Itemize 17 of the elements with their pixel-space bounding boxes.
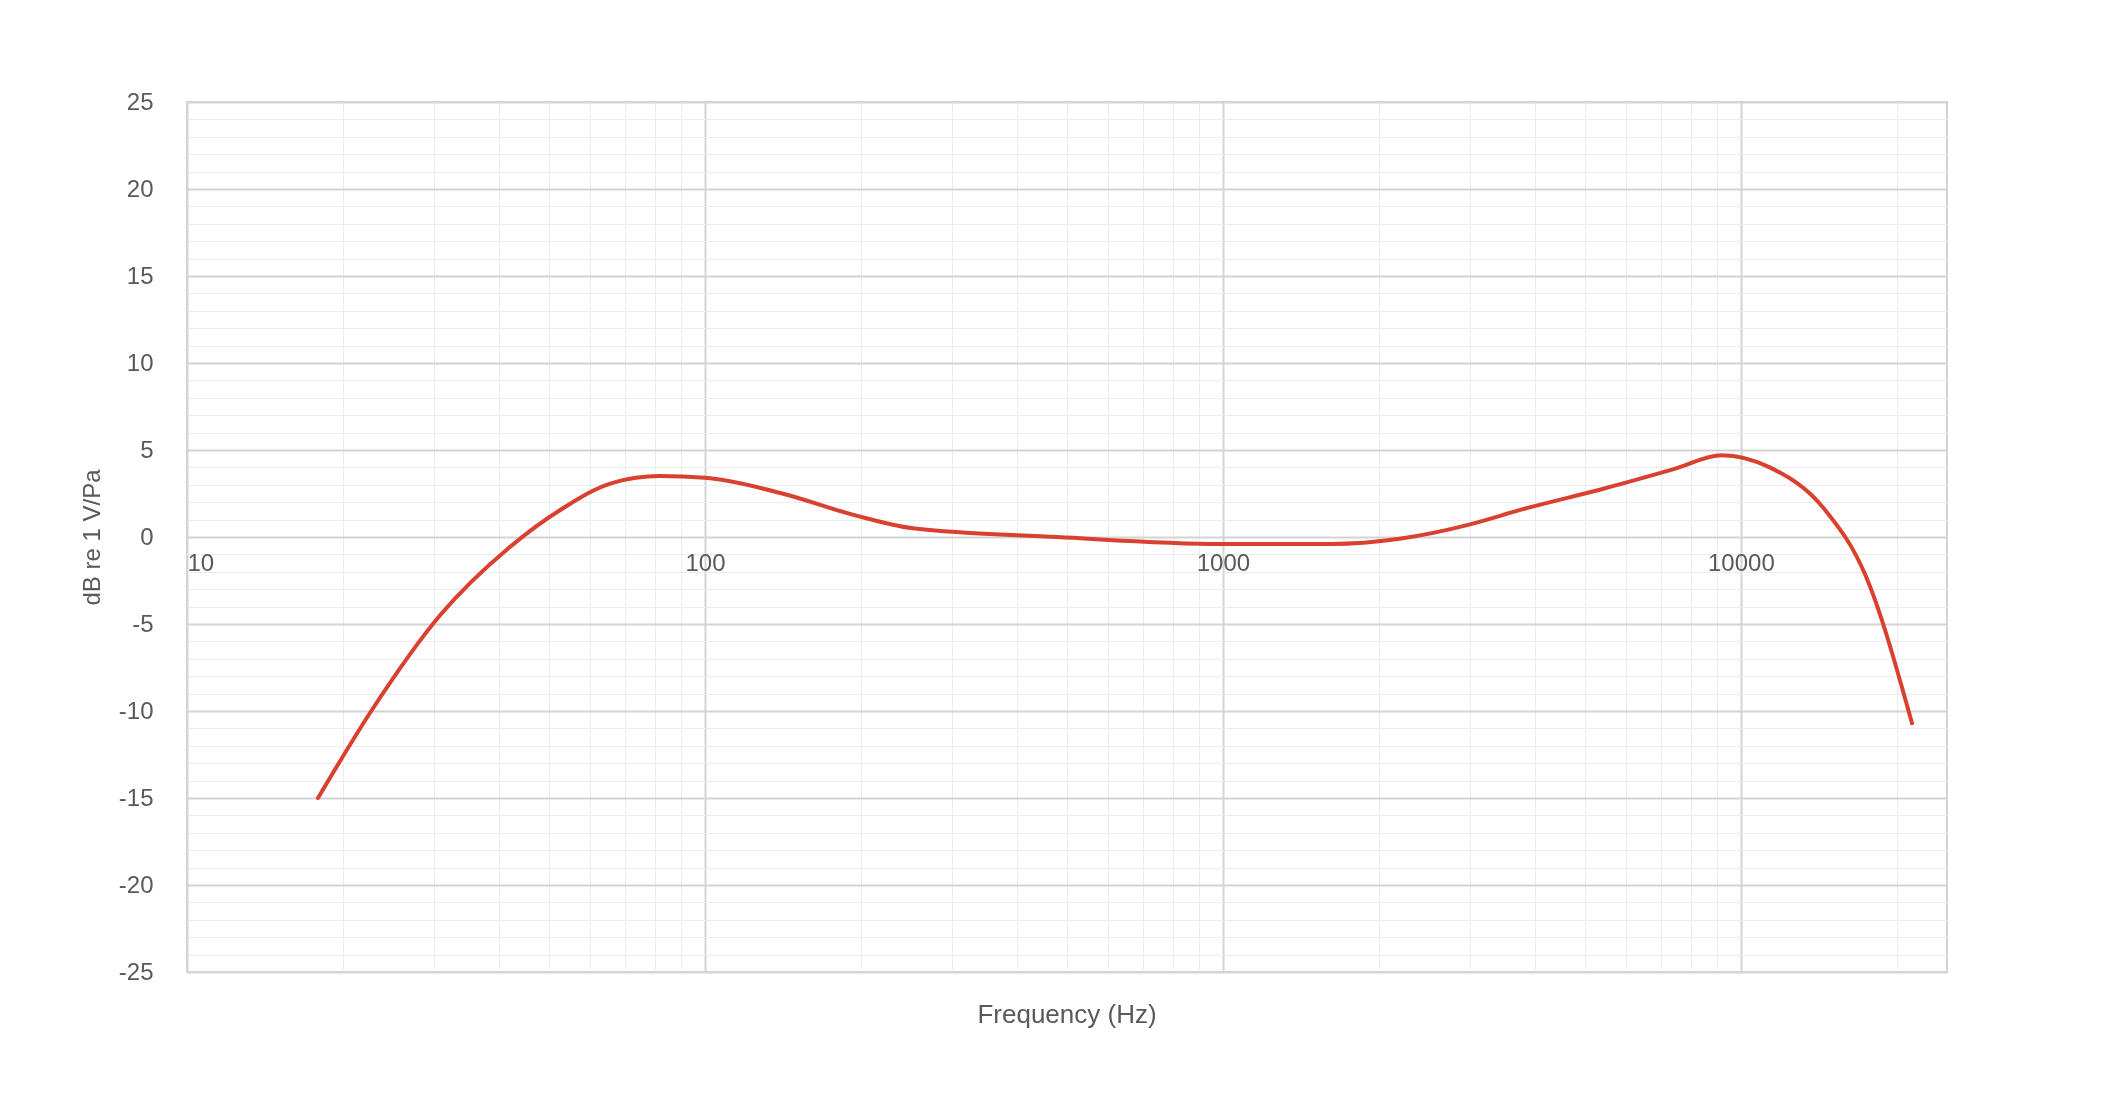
y-tick-label: 15 — [126, 261, 154, 289]
y-tick-label: -10 — [118, 696, 154, 724]
x-tick-label: 1000 — [1196, 548, 1251, 576]
y-tick-label: 10 — [126, 348, 154, 376]
y-tick-label: 0 — [140, 522, 154, 550]
y-tick-label: -5 — [132, 609, 154, 637]
x-tick-label: 10000 — [1708, 548, 1775, 576]
y-tick-label: -25 — [118, 957, 154, 985]
x-tick-label: 100 — [685, 548, 726, 576]
x-tick-label: 10 — [187, 548, 215, 576]
y-tick-label: -20 — [118, 870, 154, 898]
x-axis-title: Frequency (Hz) — [977, 999, 1157, 1029]
y-tick-label: 5 — [140, 435, 154, 463]
y-tick-label: 20 — [126, 174, 154, 202]
y-tick-label: -15 — [118, 783, 154, 811]
y-axis-title: dB re 1 V/Pa — [77, 468, 105, 606]
y-tick-label: 25 — [126, 87, 154, 115]
